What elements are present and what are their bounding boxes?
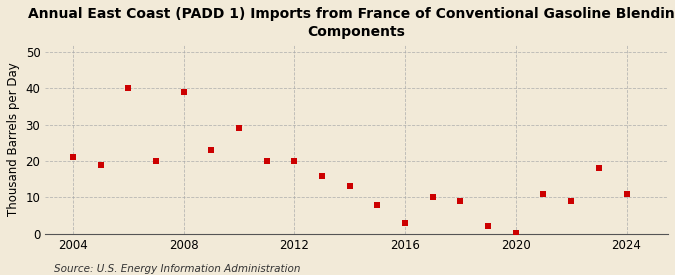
Point bbox=[68, 155, 78, 160]
Point bbox=[95, 163, 106, 167]
Point bbox=[538, 191, 549, 196]
Point bbox=[123, 86, 134, 90]
Point bbox=[178, 90, 189, 94]
Point bbox=[483, 224, 493, 229]
Point bbox=[344, 184, 355, 189]
Text: Source: U.S. Energy Information Administration: Source: U.S. Energy Information Administ… bbox=[54, 264, 300, 274]
Point bbox=[206, 148, 217, 152]
Point bbox=[455, 199, 466, 203]
Point bbox=[234, 126, 244, 130]
Point bbox=[400, 221, 410, 225]
Point bbox=[317, 173, 327, 178]
Point bbox=[510, 230, 521, 235]
Point bbox=[621, 191, 632, 196]
Title: Annual East Coast (PADD 1) Imports from France of Conventional Gasoline Blending: Annual East Coast (PADD 1) Imports from … bbox=[28, 7, 675, 39]
Point bbox=[289, 159, 300, 163]
Point bbox=[372, 202, 383, 207]
Point bbox=[427, 195, 438, 200]
Point bbox=[261, 159, 272, 163]
Y-axis label: Thousand Barrels per Day: Thousand Barrels per Day bbox=[7, 62, 20, 216]
Point bbox=[593, 166, 604, 170]
Point bbox=[566, 199, 576, 203]
Point bbox=[151, 159, 161, 163]
